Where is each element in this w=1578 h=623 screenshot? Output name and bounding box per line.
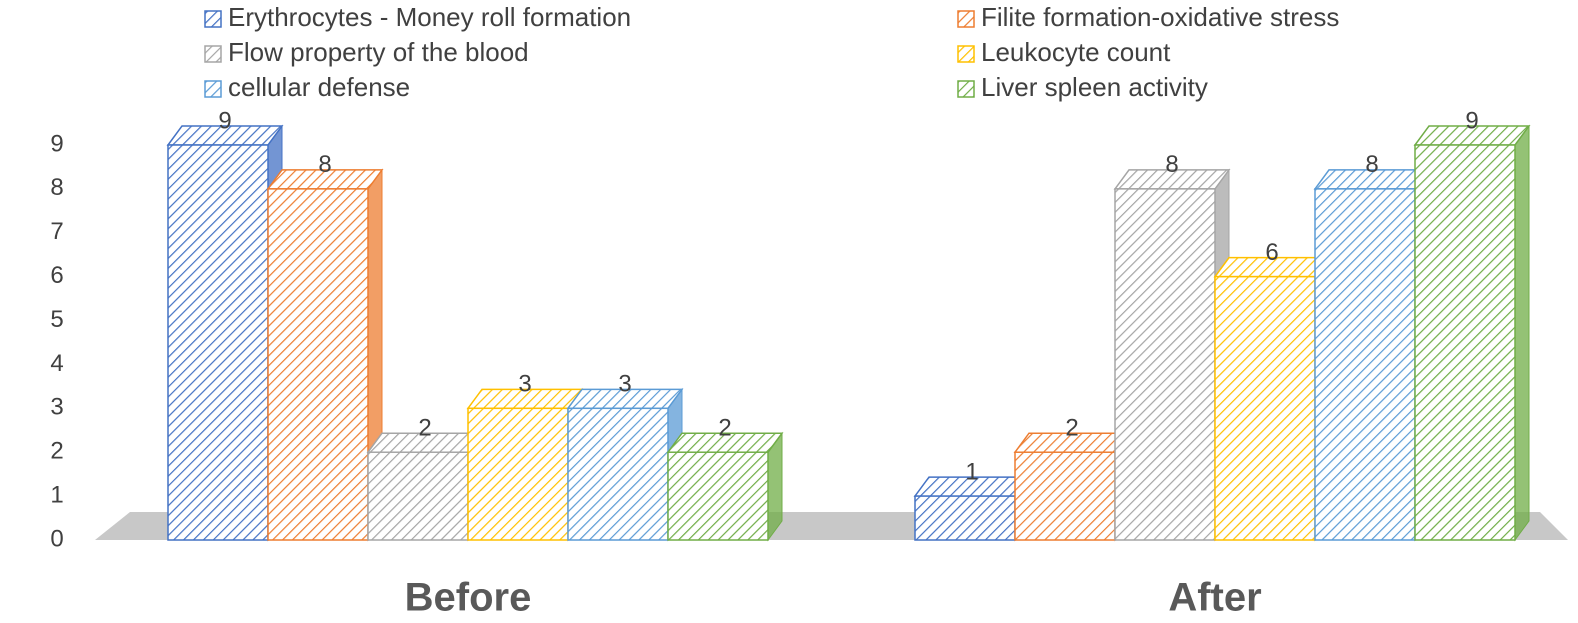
legend-label: cellular defense bbox=[228, 72, 410, 102]
y-tick-label: 0 bbox=[50, 525, 63, 552]
data-label: 2 bbox=[718, 415, 731, 442]
data-label: 2 bbox=[1065, 415, 1078, 442]
bar bbox=[667, 451, 769, 541]
legend-label: Liver spleen activity bbox=[981, 72, 1208, 102]
data-label: 3 bbox=[618, 371, 631, 398]
y-tick-label: 2 bbox=[50, 438, 63, 465]
legend-swatch bbox=[204, 80, 222, 98]
data-label: 8 bbox=[318, 151, 331, 178]
data-label: 1 bbox=[965, 458, 978, 485]
legend-swatch bbox=[957, 80, 975, 98]
y-tick-label: 3 bbox=[50, 394, 63, 421]
y-tick-label: 7 bbox=[50, 218, 63, 245]
x-tick-label: Before bbox=[405, 576, 532, 620]
legend-swatch bbox=[204, 45, 222, 63]
legend-label: Filite formation-oxidative stress bbox=[981, 2, 1339, 32]
bar bbox=[567, 407, 669, 541]
data-label: 9 bbox=[218, 107, 231, 134]
legend-label: Erythrocytes - Money roll formation bbox=[228, 2, 631, 32]
data-label: 9 bbox=[1465, 107, 1478, 134]
legend-swatch bbox=[957, 10, 975, 28]
bar bbox=[367, 451, 469, 541]
bar bbox=[267, 188, 369, 541]
legend-swatch bbox=[957, 45, 975, 63]
y-tick-label: 6 bbox=[50, 262, 63, 289]
bar bbox=[1114, 188, 1216, 541]
bar bbox=[167, 144, 269, 541]
data-label: 8 bbox=[1165, 151, 1178, 178]
data-label: 8 bbox=[1365, 151, 1378, 178]
y-tick-label: 5 bbox=[50, 306, 63, 333]
data-label: 6 bbox=[1265, 239, 1278, 266]
bar bbox=[914, 495, 1016, 541]
data-label: 3 bbox=[518, 371, 531, 398]
y-tick-label: 4 bbox=[50, 350, 63, 377]
x-tick-label: After bbox=[1168, 576, 1261, 620]
bar bbox=[1414, 144, 1516, 541]
bar bbox=[1214, 275, 1316, 541]
y-tick-label: 8 bbox=[50, 174, 63, 201]
bar bbox=[1014, 451, 1116, 541]
legend-label: Flow property of the blood bbox=[228, 37, 529, 67]
bar bbox=[467, 407, 569, 541]
legend-swatch bbox=[204, 10, 222, 28]
bar-side bbox=[1514, 124, 1530, 542]
y-tick-label: 9 bbox=[50, 130, 63, 157]
legend-label: Leukocyte count bbox=[981, 37, 1171, 67]
bar bbox=[1314, 188, 1416, 541]
data-label: 2 bbox=[418, 415, 431, 442]
y-tick-label: 1 bbox=[50, 481, 63, 508]
